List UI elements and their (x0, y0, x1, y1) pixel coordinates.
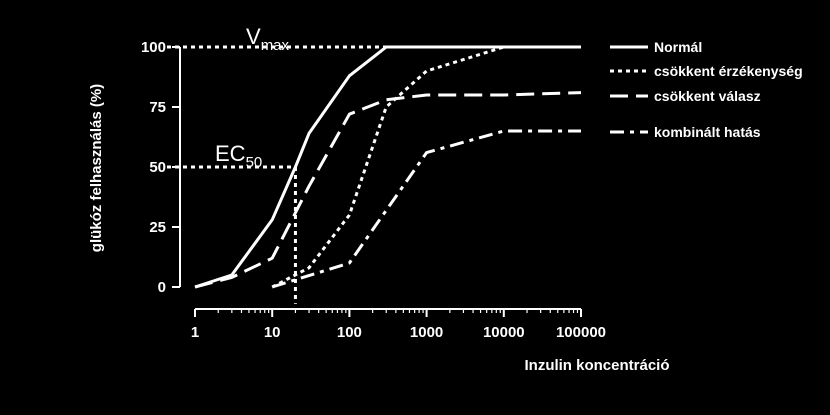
y-tick-label: 75 (149, 99, 166, 116)
axes: 0 25 50 75 100 1 10 100 1000 10000 100000 (141, 39, 606, 341)
legend-label-normal: Normál (654, 39, 702, 55)
x-tick-label: 100000 (556, 324, 606, 341)
y-tick-label: 100 (141, 39, 166, 56)
x-tick-label: 1000 (410, 324, 443, 341)
x-tick-label: 10000 (483, 324, 525, 341)
reference-lines (167, 45, 387, 304)
legend: Normál csökkent érzékenység csökkent vál… (610, 39, 803, 140)
x-tick-label: 100 (337, 324, 362, 341)
vmax-annotation: Vmax (246, 24, 290, 54)
x-axis-label: Inzulin koncentráció (524, 357, 669, 374)
series-line-1 (271, 45, 581, 289)
x-tick-label: 10 (264, 324, 281, 341)
x-tick-label: 1 (191, 324, 199, 341)
legend-item-reduced-sensitivity: csökkent érzékenység (610, 63, 803, 79)
legend-item-normal: Normál (610, 39, 702, 55)
legend-item-reduced-response: csökkent válasz (610, 88, 761, 104)
series-line-3 (271, 129, 581, 289)
ec50-annotation: EC50 (215, 141, 262, 171)
legend-label-combined-effect: kombinált hatás (654, 124, 761, 140)
y-tick-label: 0 (158, 279, 166, 296)
series-line-2 (194, 91, 582, 289)
y-axis-label: glükóz felhasználás (%) (88, 84, 105, 252)
y-tick-label: 50 (149, 159, 166, 176)
legend-label-reduced-response: csökkent válasz (654, 88, 761, 104)
series-line-0 (194, 45, 581, 289)
series-layer (194, 45, 582, 289)
y-tick-label: 25 (149, 219, 166, 236)
legend-item-combined-effect: kombinált hatás (610, 124, 761, 140)
legend-label-reduced-sensitivity: csökkent érzékenység (654, 63, 803, 79)
